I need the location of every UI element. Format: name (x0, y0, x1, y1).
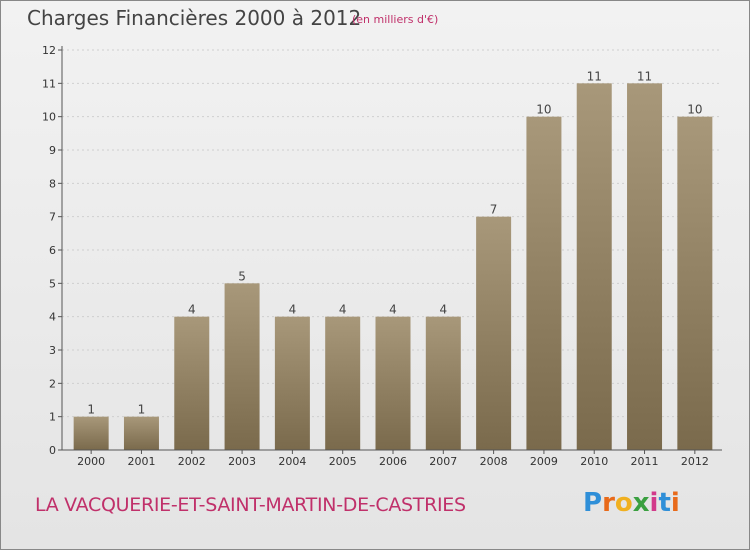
bar (526, 116, 562, 451)
x-tick-label: 2003 (228, 455, 256, 468)
bar (73, 416, 109, 450)
data-label: 10 (536, 103, 551, 117)
bar (174, 316, 210, 450)
logo-letter: i (670, 488, 680, 518)
bar (274, 316, 310, 450)
y-tick-label: 8 (49, 177, 56, 190)
bar (224, 283, 260, 450)
y-tick-label: 12 (42, 44, 56, 57)
y-tick-label: 0 (49, 444, 56, 457)
data-label: 5 (238, 269, 246, 283)
logo-letter: x (632, 488, 650, 518)
y-tick-label: 2 (49, 377, 56, 390)
x-tick-label: 2006 (379, 455, 407, 468)
axes (58, 46, 722, 454)
data-label: 10 (687, 103, 702, 117)
bar (476, 216, 512, 450)
x-tick-label: 2005 (329, 455, 357, 468)
data-label: 11 (637, 69, 652, 83)
x-tick-label: 2008 (480, 455, 508, 468)
y-tick-label: 1 (49, 411, 56, 424)
x-tick-label: 2004 (278, 455, 306, 468)
data-label: 11 (587, 69, 602, 83)
chart-subtitle: (en milliers d'€) (352, 13, 439, 26)
bar (123, 416, 159, 450)
bars (73, 83, 713, 451)
data-label: 4 (439, 303, 447, 317)
x-tick-label: 2002 (178, 455, 206, 468)
data-label: 7 (490, 203, 498, 217)
commune-name: LA VACQUERIE-ET-SAINT-MARTIN-DE-CASTRIES (35, 494, 466, 516)
bar (375, 316, 411, 450)
labels: 0123456789101112120001200142002520034200… (42, 44, 709, 468)
data-label: 1 (138, 403, 146, 417)
data-label: 4 (389, 303, 397, 317)
data-label: 4 (289, 303, 297, 317)
x-tick-label: 2012 (681, 455, 709, 468)
data-label: 4 (188, 303, 196, 317)
x-tick-label: 2010 (580, 455, 608, 468)
logo-letter: t (658, 488, 671, 518)
y-tick-label: 5 (49, 277, 56, 290)
data-label: 1 (87, 403, 95, 417)
y-tick-label: 3 (49, 344, 56, 357)
x-tick-label: 2001 (127, 455, 155, 468)
bar (325, 316, 361, 450)
logo-letter: i (649, 488, 659, 518)
y-tick-label: 9 (49, 144, 56, 157)
x-tick-label: 2000 (77, 455, 105, 468)
bar (425, 316, 461, 450)
y-tick-label: 11 (42, 77, 56, 90)
x-tick-label: 2007 (429, 455, 457, 468)
logo-letter: o (614, 488, 633, 518)
bar (677, 116, 713, 451)
bar (627, 83, 663, 450)
y-tick-label: 4 (49, 311, 56, 324)
y-tick-label: 10 (42, 111, 56, 124)
bar (576, 83, 612, 450)
proxiti-logo[interactable]: Proxiti (583, 488, 680, 518)
y-tick-label: 7 (49, 211, 56, 224)
logo-letter: r (602, 488, 615, 518)
chart-title: Charges Financières 2000 à 2012 (27, 6, 362, 30)
y-tick-label: 6 (49, 244, 56, 257)
logo-letter: P (583, 488, 603, 518)
x-tick-label: 2011 (631, 455, 659, 468)
x-tick-label: 2009 (530, 455, 558, 468)
data-label: 4 (339, 303, 347, 317)
